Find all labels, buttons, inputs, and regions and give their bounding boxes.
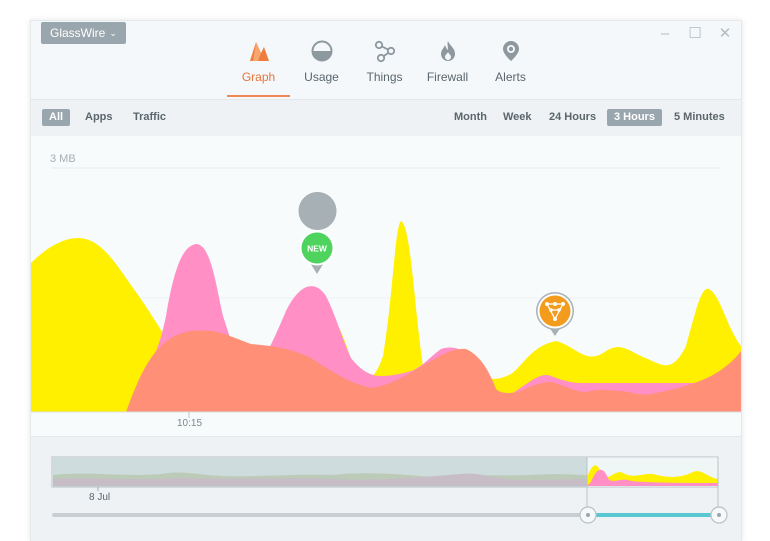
range-handle-right[interactable]: [710, 506, 728, 524]
network-alert-marker[interactable]: [536, 292, 574, 336]
chevron-down-icon: ⌄: [109, 28, 117, 38]
minimize-icon[interactable]: –: [660, 25, 670, 42]
things-icon: [374, 40, 395, 63]
date-label: 8 Jul: [89, 492, 111, 503]
firewall-icon: [440, 41, 455, 61]
graph-icon: [249, 42, 269, 61]
tab-things-label: Things: [366, 70, 403, 84]
tab-graph-label: Graph: [241, 70, 276, 84]
glasswire-window: GlassWire ⌄ – ☐ ✕ Graph Usage: [30, 20, 742, 541]
filter-bar: All Apps Traffic Month Week 24 Hours 3 H…: [31, 99, 741, 137]
tab-things[interactable]: Things: [353, 39, 416, 97]
range-handle-left[interactable]: [579, 506, 597, 524]
range-week[interactable]: Week: [503, 111, 532, 123]
tab-firewall[interactable]: Firewall: [416, 39, 479, 97]
tab-alerts[interactable]: Alerts: [479, 39, 542, 97]
time-label: 10:15: [177, 418, 203, 429]
tab-graph[interactable]: Graph: [227, 39, 290, 97]
tab-alerts-label: Alerts: [495, 70, 526, 84]
app-menu-button[interactable]: GlassWire ⌄: [41, 22, 126, 44]
range-month[interactable]: Month: [454, 111, 487, 123]
filter-all[interactable]: All: [42, 109, 71, 126]
range-slider-selected: [588, 513, 718, 517]
tab-usage[interactable]: Usage: [290, 39, 353, 97]
app-menu-label: GlassWire: [50, 26, 106, 40]
filter-apps[interactable]: Apps: [85, 111, 113, 123]
window-controls: – ☐ ✕: [657, 26, 733, 42]
tab-firewall-label: Firewall: [426, 70, 469, 84]
range-24-hours[interactable]: 24 Hours: [549, 111, 597, 123]
timeline-overview: 8 Jul: [31, 436, 741, 541]
salmon-series-area: [31, 330, 741, 412]
scale-label: 3 MB: [50, 153, 76, 165]
range-5-minutes[interactable]: 5 Minutes: [674, 111, 725, 123]
traffic-graph-svg: NEW: [31, 167, 741, 418]
range-slider-track[interactable]: [52, 513, 588, 517]
new-app-marker[interactable]: NEW: [298, 192, 337, 274]
timeline-overview-svg: [51, 456, 728, 524]
filter-traffic[interactable]: Traffic: [133, 111, 167, 123]
main-nav: Graph Usage Things Firewall: [227, 39, 542, 97]
tab-usage-label: Usage: [304, 70, 339, 84]
traffic-graph[interactable]: NEW: [31, 136, 741, 436]
usage-icon: [311, 40, 332, 62]
new-badge-text: NEW: [307, 244, 328, 254]
maximize-icon[interactable]: ☐: [688, 25, 702, 42]
overview-selection-pink: [587, 469, 718, 486]
overview-unselected-shade: [53, 458, 587, 487]
close-icon[interactable]: ✕: [718, 25, 732, 42]
alerts-icon: [502, 41, 519, 61]
range-3-hours[interactable]: 3 Hours: [607, 109, 662, 126]
